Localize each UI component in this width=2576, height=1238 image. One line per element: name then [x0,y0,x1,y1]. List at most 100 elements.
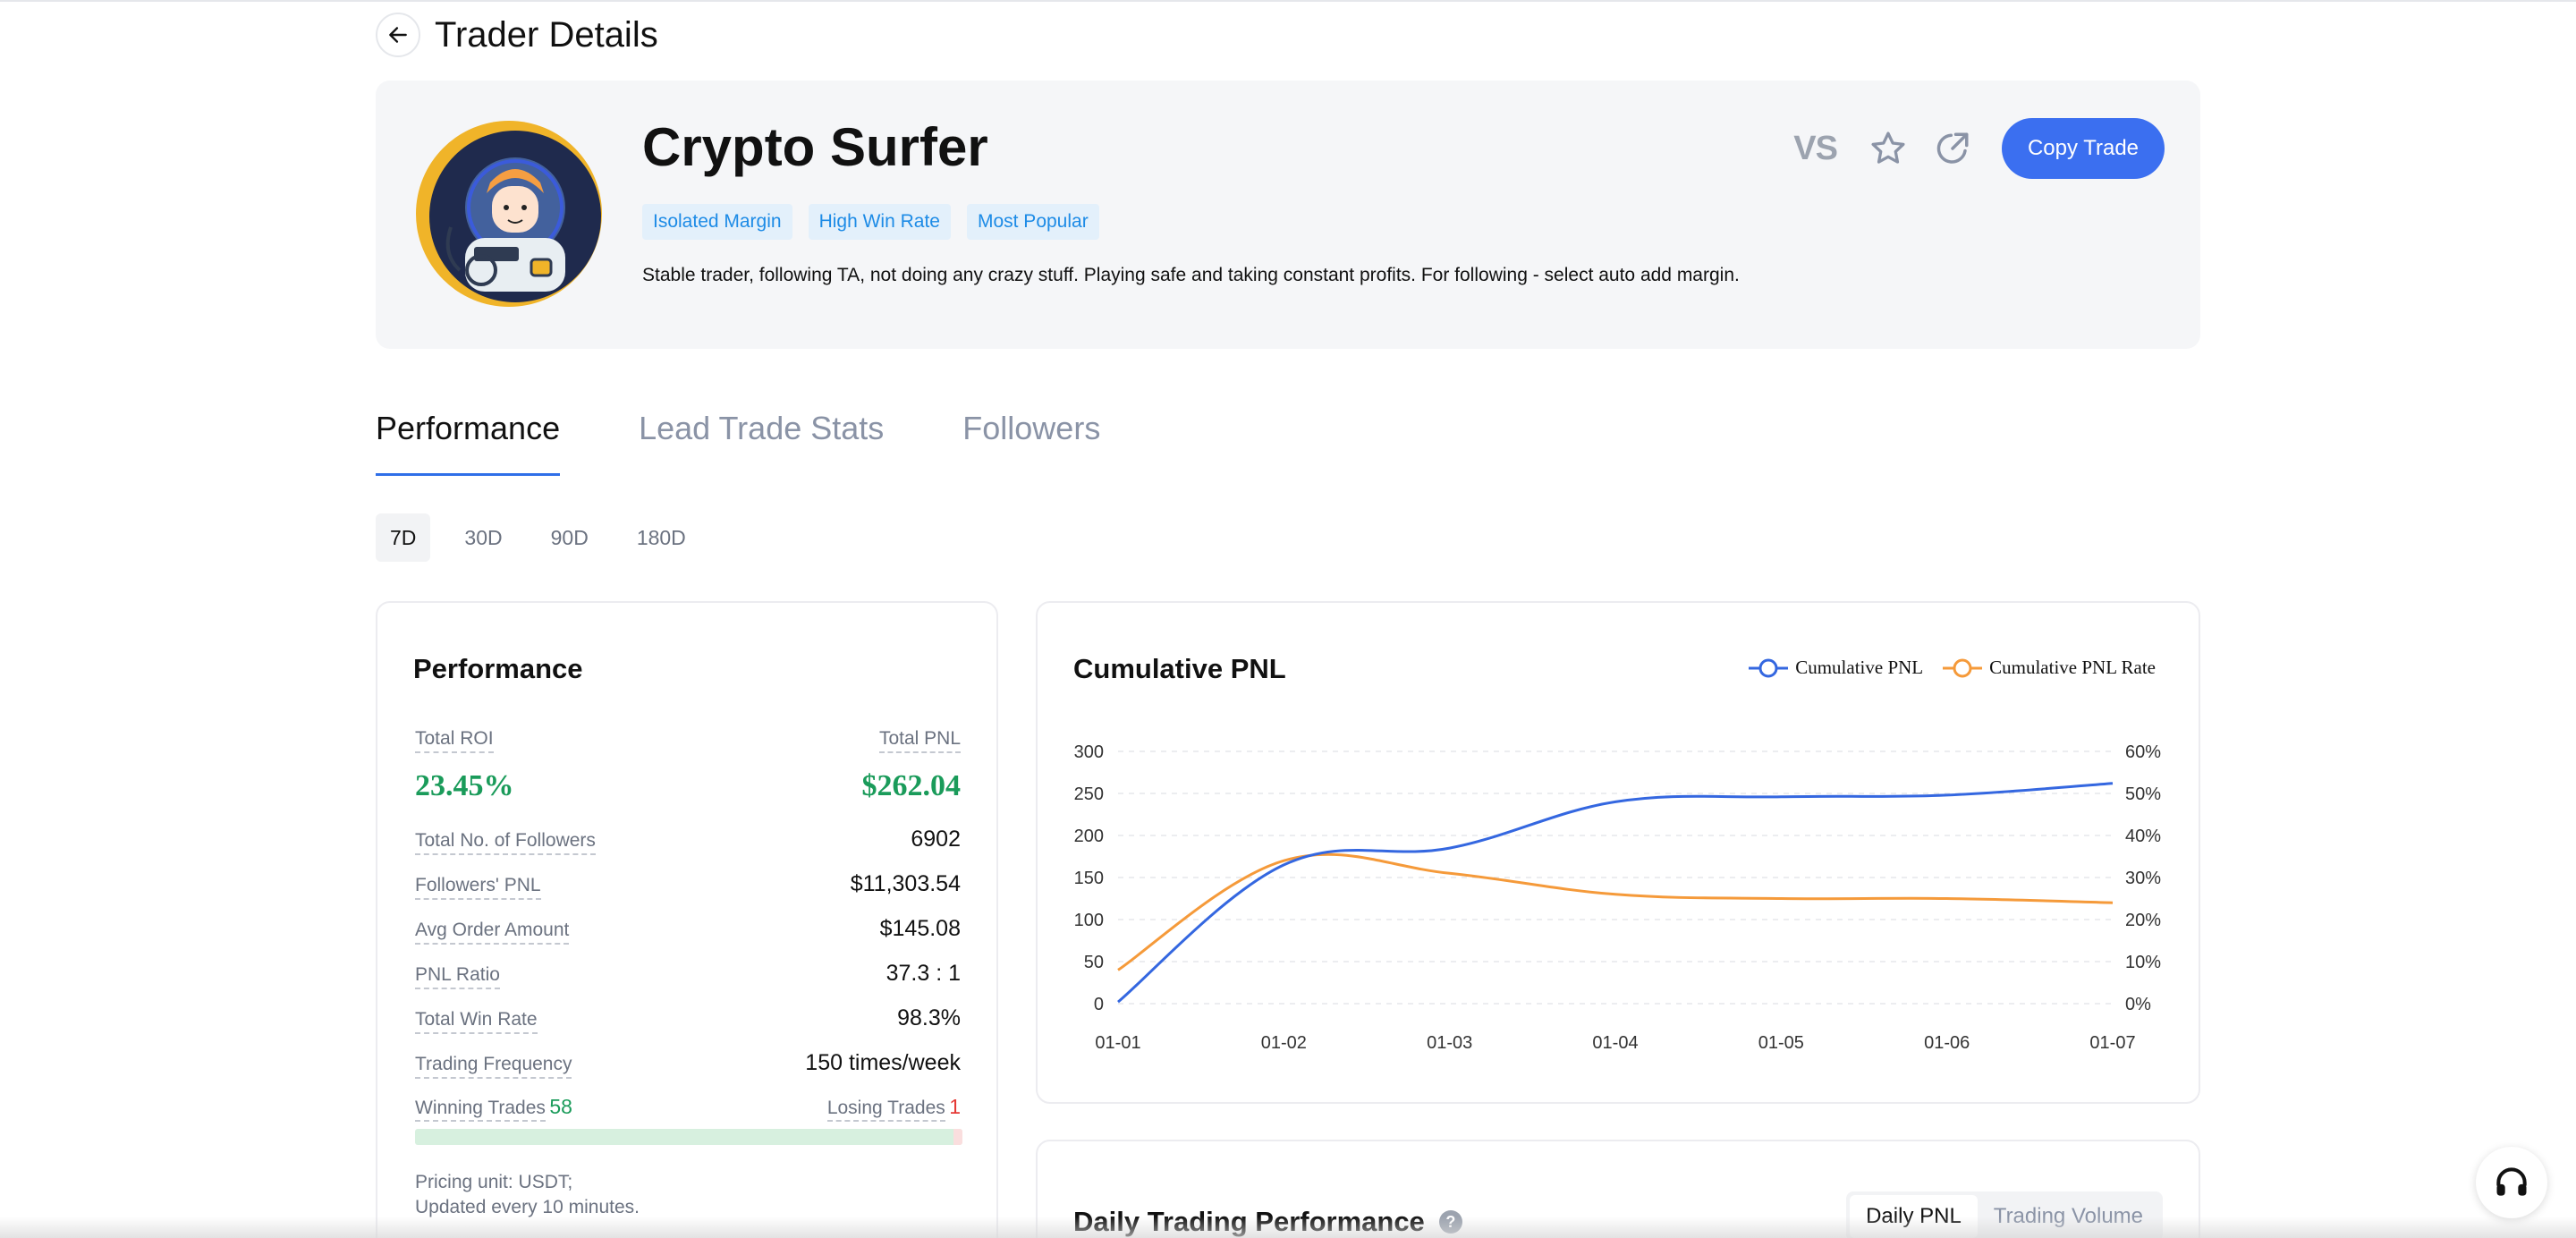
page-header: Trader Details [376,13,658,57]
win-loss-bar [415,1129,962,1145]
period-90d[interactable]: 90D [550,525,589,549]
daily-toggle: Daily PNL Trading Volume [1846,1191,2163,1238]
tag-list: Isolated Margin High Win Rate Most Popul… [642,204,1099,240]
period-180d[interactable]: 180D [636,525,686,549]
chart-legend: Cumulative PNL Cumulative PNL Rate [1729,657,2156,679]
total-roi-label[interactable]: Total ROI [415,728,494,753]
total-pnl-value: $262.04 [861,769,962,802]
toggle-daily-pnl[interactable]: Daily PNL [1850,1195,1978,1238]
daily-title-text: Daily Trading Performance [1073,1206,1425,1237]
roi-pnl-values: 23.45% $262.04 [415,769,961,803]
pnl-ratio-value: 37.3 : 1 [886,961,961,986]
losing-trades: Losing Trades 1 [826,1095,961,1122]
page-title: Trader Details [435,14,658,55]
tab-followers[interactable]: Followers [962,410,1101,446]
daily-trading-card: Daily Trading Performance ? Daily PNL Tr… [1036,1140,2200,1238]
cumulative-pnl-chart: 300 250 200 150 100 50 0 60% 50% 40% 30% 20% 10% 0% 01… [1074,742,2162,1053]
winning-trades-label[interactable]: Winning Trades [415,1098,546,1122]
avg-order-label[interactable]: Avg Order Amount [415,920,570,945]
period-7d[interactable]: 7D [376,513,431,562]
performance-title: Performance [413,653,583,684]
x-tick-label: 01-06 [1924,1033,1970,1053]
headset-icon [2496,1167,2527,1196]
legend-cumulative-pnl-rate[interactable]: Cumulative PNL Rate [1943,657,2156,679]
stat-row-pnl-ratio: PNL Ratio 37.3 : 1 [415,961,961,989]
star-icon [1871,131,1905,164]
winning-trades-value: 58 [549,1095,572,1118]
chart-title: Cumulative PNL [1073,653,1286,684]
win-rate-label[interactable]: Total Win Rate [415,1009,538,1034]
legend-rate-marker [1943,658,1983,677]
stat-row-followers: Total No. of Followers 6902 [415,827,961,855]
legend-pnl-label: Cumulative PNL [1795,657,1924,678]
cumulative-pnl-card: 300 250 200 150 100 50 0 60% 50% 40% 30% 20% 10% 0% 01… [1036,601,2200,1104]
y-left-tick-label: 100 [1074,911,1104,930]
y-right-tick-label: 0% [2125,995,2151,1014]
followers-pnl-label[interactable]: Followers' PNL [415,875,541,900]
followers-label[interactable]: Total No. of Followers [415,830,596,855]
legend-rate-label: Cumulative PNL Rate [1989,657,2156,678]
x-tick-label: 01-02 [1261,1033,1307,1053]
pricing-unit: Pricing unit: USDT; [415,1172,573,1192]
pnl-ratio-label[interactable]: PNL Ratio [415,964,500,989]
y-right-tick-label: 20% [2125,911,2161,930]
favorite-button[interactable] [1868,128,1909,169]
tag-high-win-rate: High Win Rate [808,204,951,240]
y-right-tick-label: 30% [2125,869,2161,888]
legend-pnl-marker [1749,658,1789,677]
followers-value: 6902 [911,827,961,852]
tag-isolated-margin: Isolated Margin [642,204,792,240]
frequency-value: 150 times/week [805,1050,961,1075]
tab-performance[interactable]: Performance [376,410,561,476]
win-rate-value: 98.3% [897,1005,961,1030]
support-button[interactable] [2476,1147,2547,1218]
y-left-tick-label: 250 [1074,784,1104,804]
trader-name: Crypto Surfer [642,117,988,177]
y-right-tick-label: 60% [2125,742,2161,762]
x-tick-label: 01-07 [2089,1033,2135,1053]
y-left-tick-label: 200 [1074,827,1104,846]
x-tick-label: 01-01 [1095,1033,1140,1053]
compare-vs-button[interactable]: VS [1793,129,1838,167]
tag-most-popular: Most Popular [966,204,1099,240]
share-button[interactable] [1932,128,1973,169]
y-left-tick-label: 0 [1094,995,1104,1014]
roi-pnl-labels: Total ROI Total PNL [415,728,961,753]
followers-pnl-value: $11,303.54 [850,871,961,896]
help-icon[interactable]: ? [1438,1210,1462,1234]
losing-trades-value: 1 [949,1095,961,1118]
period-selector: 7D 30D 90D 180D [376,513,720,562]
y-right-tick-label: 40% [2125,827,2161,846]
y-right-tick-label: 10% [2125,953,2161,972]
tab-lead-trade-stats[interactable]: Lead Trade Stats [639,410,885,446]
stat-row-followers-pnl: Followers' PNL $11,303.54 [415,871,961,900]
y-right-tick-label: 50% [2125,784,2161,804]
frequency-label[interactable]: Trading Frequency [415,1054,572,1079]
share-icon [1936,132,1969,164]
winning-trades: Winning Trades 58 [415,1095,572,1122]
avatar [416,121,602,307]
back-button[interactable] [376,13,420,57]
daily-title: Daily Trading Performance ? [1073,1206,1462,1238]
performance-card: Performance Total ROI Total PNL 23.45% $… [376,601,998,1238]
avg-order-value: $145.08 [879,916,961,941]
stat-row-trades: Winning Trades 58 Losing Trades 1 [415,1095,961,1122]
total-roi-value: 23.45% [415,769,514,802]
y-left-tick-label: 300 [1074,742,1104,762]
toggle-trading-volume[interactable]: Trading Volume [1993,1204,2143,1228]
total-pnl-label[interactable]: Total PNL [878,728,961,753]
legend-cumulative-pnl[interactable]: Cumulative PNL [1749,657,1923,679]
top-border [0,0,2576,2]
x-tick-label: 01-04 [1592,1033,1638,1053]
y-left-tick-label: 150 [1074,869,1104,888]
update-frequency: Updated every 10 minutes. [415,1197,640,1217]
profile-card: Crypto Surfer Isolated Margin High Win R… [376,81,2200,349]
loss-segment [953,1129,962,1145]
period-30d[interactable]: 30D [464,525,503,549]
copy-trade-button[interactable]: Copy Trade [2002,118,2165,179]
losing-trades-label[interactable]: Losing Trades [826,1098,945,1122]
tab-bar: Performance Lead Trade Stats Followers [376,410,1179,476]
series-line-cumulative-pnl-rate [1117,852,2114,971]
stat-row-avg-order: Avg Order Amount $145.08 [415,916,961,945]
series-line-cumulative-pnl [1117,782,2114,1004]
